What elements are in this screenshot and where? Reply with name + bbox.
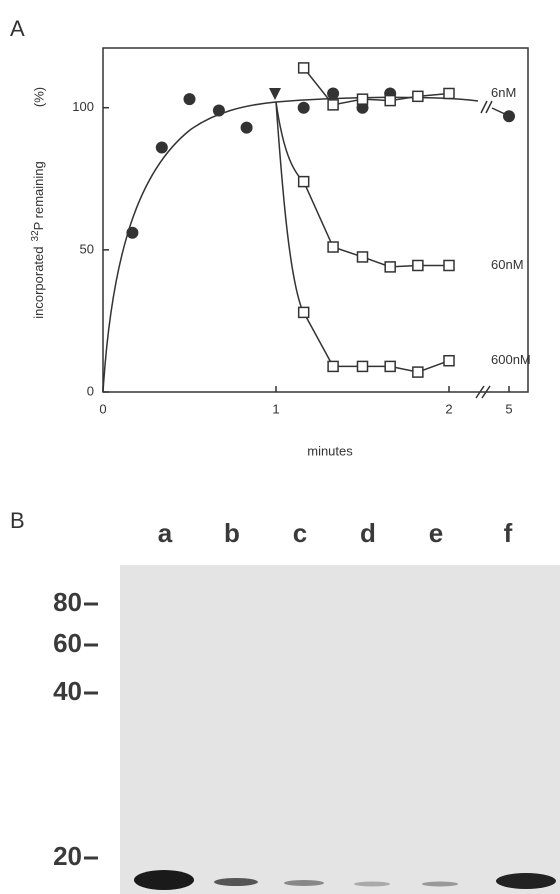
y-tick-label: 100 [72,99,94,114]
mw-marker: 20 [53,841,82,871]
series-label: 600nM [491,352,531,367]
fit-curve [276,102,303,181]
data-point [503,110,515,122]
y-tick-label: 0 [87,383,94,398]
data-point [413,260,423,270]
mw-marker: 60 [53,628,82,658]
axis-break [481,101,492,113]
data-point [385,96,395,106]
lane-label: d [360,518,376,548]
data-point [299,307,309,317]
panel-label: B [10,508,25,533]
gel-band [284,880,324,886]
lane-label: f [504,518,513,548]
lane-label: b [224,518,240,548]
series-line [304,312,449,372]
data-point [358,252,368,262]
data-point [184,93,196,105]
mw-marker: 40 [53,676,82,706]
gel-band [496,873,556,889]
page: {"panel_a": {"label": "A"}, "chart_data"… [0,0,560,894]
y-label-sup: 32 [30,230,41,242]
data-point [298,102,310,114]
data-point [385,361,395,371]
x-axis-label: minutes [307,443,353,458]
x-tick-label: 2 [445,401,452,416]
data-point [299,63,309,73]
gel-band [354,882,390,887]
data-point [327,87,339,99]
gel-band [422,882,458,887]
data-point [444,260,454,270]
data-point [358,361,368,371]
data-point [444,356,454,366]
mw-marker: 80 [53,587,82,617]
data-point [241,122,253,134]
lane-label: e [429,518,443,548]
lane-label: a [158,518,173,548]
data-point [385,262,395,272]
y-axis-unit: (%) [31,87,46,107]
series-label: 6nM [491,85,516,100]
data-point [213,105,225,117]
panel-label: A [10,16,25,41]
series-label: 60nM [491,257,524,272]
data-point [328,361,338,371]
data-point [156,142,168,154]
data-point [444,88,454,98]
data-point [328,242,338,252]
x-tick-label: 0 [99,401,106,416]
arrowhead [269,88,281,100]
y-label-text: incorporated [31,246,46,318]
data-point [413,91,423,101]
gel [120,565,560,894]
series-line [304,182,449,267]
fit-curve [103,97,478,392]
data-point [328,100,338,110]
y-tick-label: 50 [80,241,94,256]
data-point [358,94,368,104]
y-label-text: P remaining [31,161,46,230]
figure: A minutes incorporated32P remaining (%) … [0,0,560,894]
y-axis-label: incorporated 32P remaining [30,161,47,319]
gel-band [134,870,194,890]
data-point [413,367,423,377]
data-point [126,227,138,239]
fit-curve [276,102,303,312]
x-tick-label: 1 [272,401,279,416]
x-tick-label: 5 [505,401,512,416]
gel-band [214,878,258,886]
lane-label: c [293,518,307,548]
data-point [299,177,309,187]
